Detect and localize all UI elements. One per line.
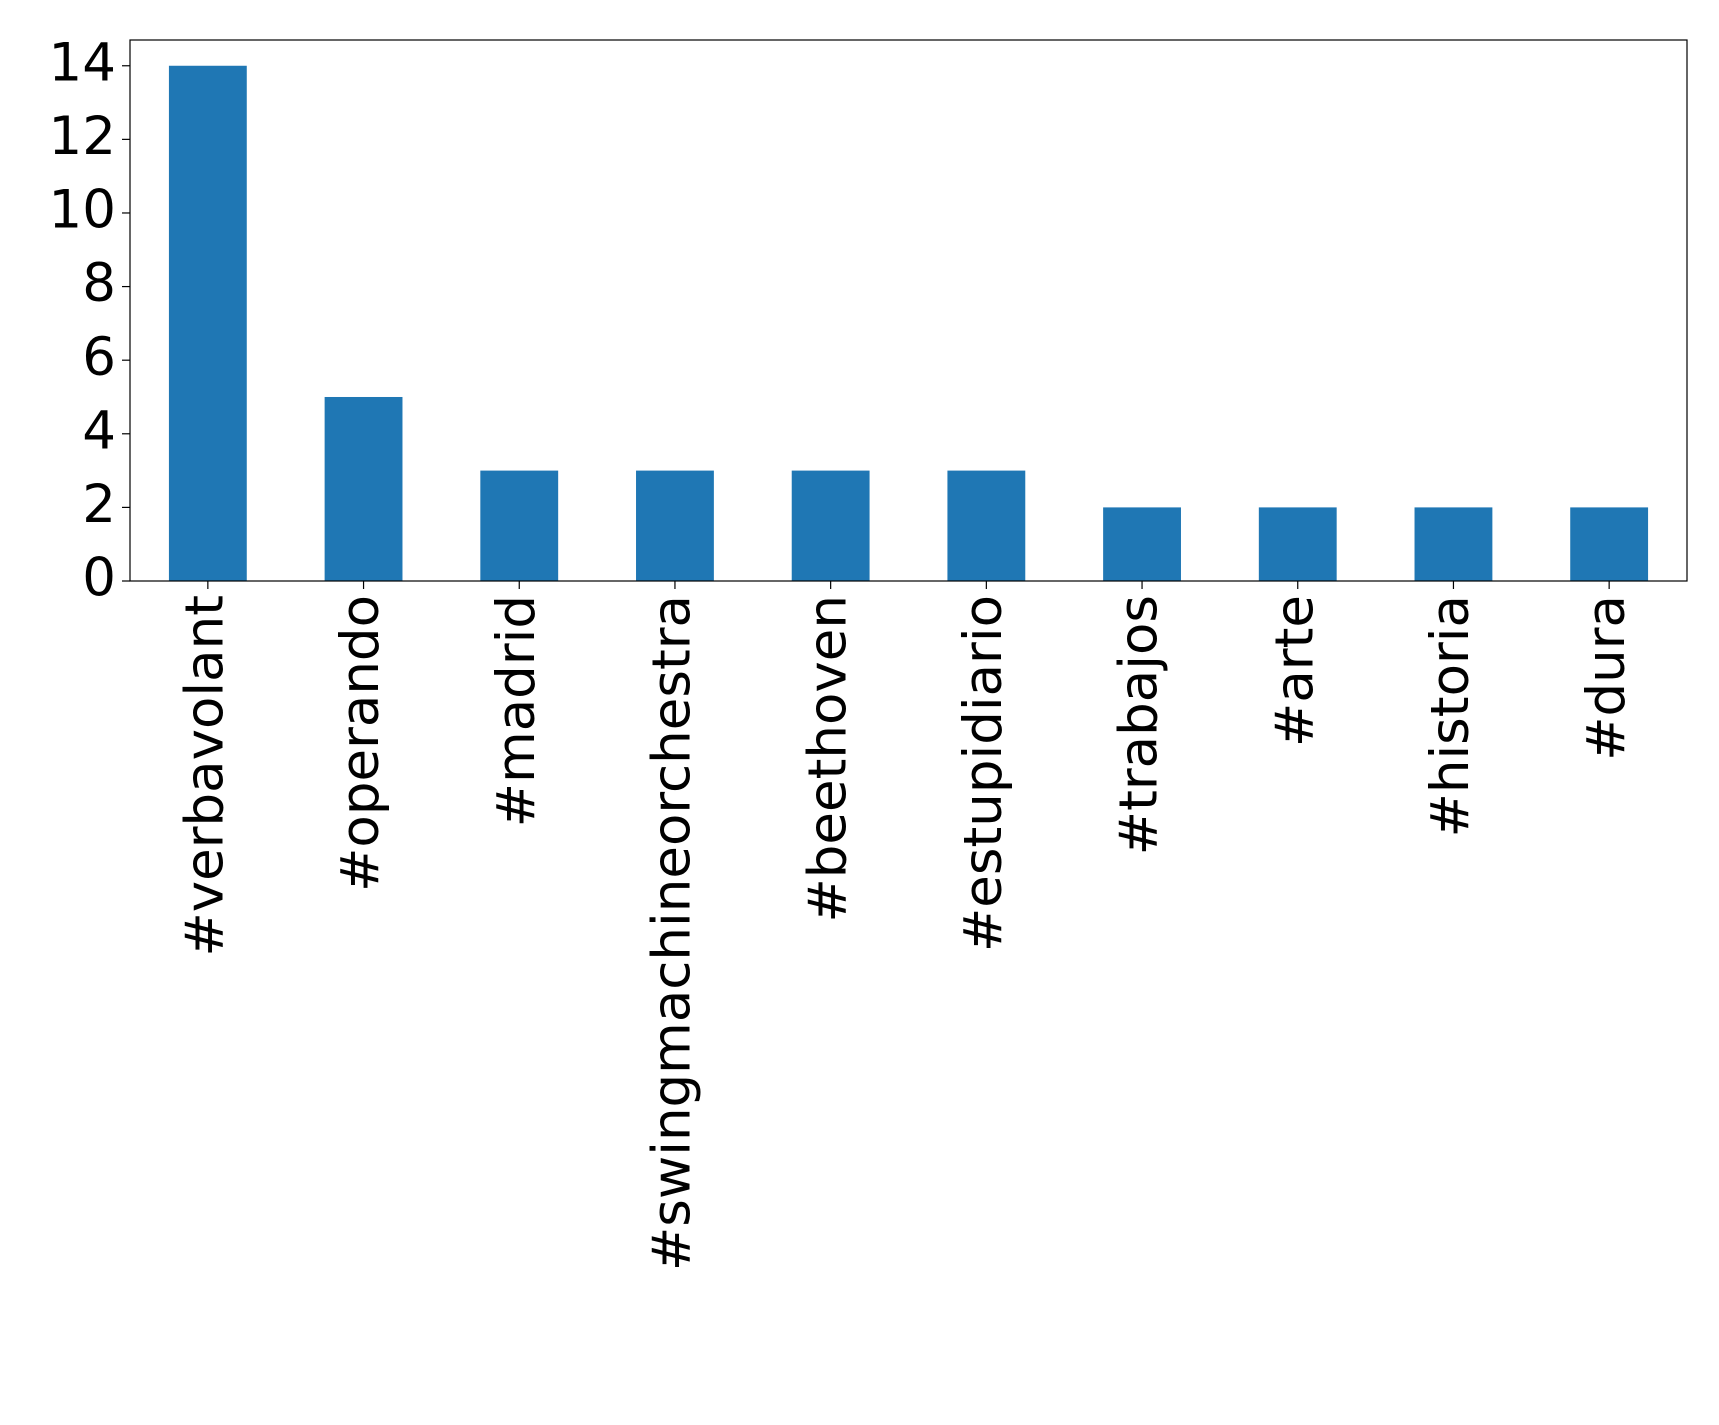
x-tick-label: #arte <box>1264 595 1325 747</box>
plot-frame <box>129 39 1688 582</box>
y-tick-label: 6 <box>82 327 116 388</box>
y-tick-label: 2 <box>82 474 116 535</box>
x-tick-label: #beethoven <box>797 595 858 923</box>
bar <box>947 470 1026 581</box>
bar <box>636 470 714 581</box>
bar <box>1570 507 1649 581</box>
y-tick-label: 14 <box>49 32 116 93</box>
y-tick-label: 12 <box>49 106 116 167</box>
y-tick-label: 0 <box>82 548 116 609</box>
x-tick-label: #verbavolant <box>174 595 235 957</box>
y-tick-label: 4 <box>82 400 116 461</box>
x-tick-label: #dura <box>1576 595 1637 761</box>
y-tick-label: 10 <box>49 180 116 241</box>
y-tick-label: 8 <box>82 253 116 314</box>
bar <box>1103 507 1181 581</box>
bar <box>324 396 403 581</box>
x-tick-label: #operando <box>330 595 391 892</box>
x-tick-label: #historia <box>1420 595 1481 838</box>
bar <box>1414 507 1493 581</box>
bar <box>480 470 559 581</box>
bar <box>791 470 870 581</box>
x-tick-label: #swingmachineorchestra <box>642 595 703 1271</box>
bar <box>168 65 247 581</box>
bar <box>1258 507 1337 581</box>
x-tick-label: #madrid <box>486 595 547 827</box>
x-tick-label: #trabajos <box>1109 595 1170 855</box>
x-tick-label: #estupidiario <box>953 595 1014 952</box>
